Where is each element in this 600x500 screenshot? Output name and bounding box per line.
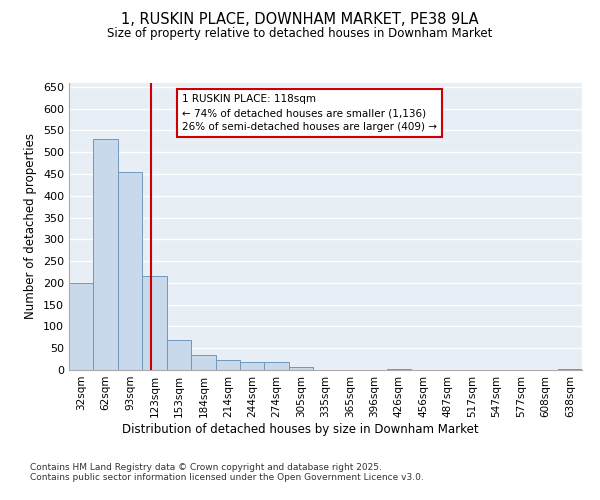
Bar	[240, 362, 265, 370]
Bar	[215, 360, 240, 370]
Text: 1 RUSKIN PLACE: 118sqm
← 74% of detached houses are smaller (1,136)
26% of semi-: 1 RUSKIN PLACE: 118sqm ← 74% of detached…	[182, 94, 437, 132]
Text: Size of property relative to detached houses in Downham Market: Size of property relative to detached ho…	[107, 28, 493, 40]
Bar	[94, 139, 118, 370]
Bar	[557, 369, 582, 370]
Bar	[191, 355, 215, 370]
Bar	[142, 276, 167, 370]
Y-axis label: Number of detached properties: Number of detached properties	[25, 133, 37, 320]
Bar	[69, 283, 94, 370]
Bar	[386, 368, 411, 370]
Bar	[265, 362, 289, 370]
Bar	[118, 172, 142, 370]
Text: 1, RUSKIN PLACE, DOWNHAM MARKET, PE38 9LA: 1, RUSKIN PLACE, DOWNHAM MARKET, PE38 9L…	[121, 12, 479, 28]
Text: Contains HM Land Registry data © Crown copyright and database right 2025.
Contai: Contains HM Land Registry data © Crown c…	[30, 462, 424, 482]
Text: Distribution of detached houses by size in Downham Market: Distribution of detached houses by size …	[122, 422, 478, 436]
Bar	[167, 340, 191, 370]
Bar	[289, 368, 313, 370]
